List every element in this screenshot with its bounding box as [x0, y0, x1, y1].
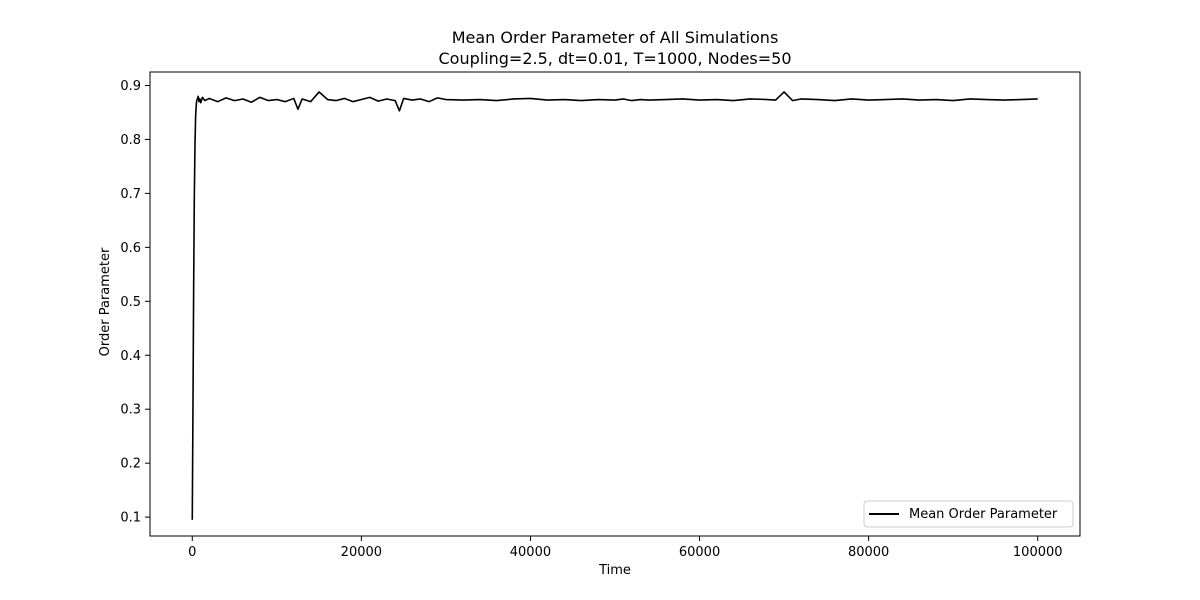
legend: Mean Order Parameter: [863, 500, 1074, 528]
series-line-0: [191, 91, 1038, 520]
chart-title: Mean Order Parameter of All Simulations: [452, 28, 779, 47]
x-axis-label: Time: [598, 563, 631, 578]
x-tick-label-5: 100000: [1013, 545, 1063, 560]
y-tick-label-6: 0.7: [120, 187, 141, 202]
chart-subtitle: Coupling=2.5, dt=0.01, T=1000, Nodes=50: [438, 49, 791, 68]
x-tick-label-4: 80000: [848, 545, 889, 560]
y-tick-label-2: 0.3: [120, 403, 141, 418]
y-tick-label-0: 0.1: [120, 511, 141, 526]
y-axis-label: Order Parameter: [98, 247, 113, 356]
plot-area: 0 20000 40000 60000 80000 100000 0.1 0.2 0.3 0.4 0…: [120, 71, 1081, 560]
axes-frame: [149, 71, 1081, 537]
x-tick-label-3: 60000: [679, 545, 720, 560]
y-tick-label-4: 0.5: [120, 295, 141, 310]
x-tick-label-2: 40000: [510, 545, 551, 560]
y-tick-label-7: 0.8: [120, 133, 141, 148]
y-tick-label-1: 0.2: [120, 457, 141, 472]
x-tick-label-0: 0: [188, 545, 196, 560]
y-tick-label-5: 0.6: [120, 241, 141, 256]
y-tick-label-8: 0.9: [120, 79, 141, 94]
legend-box: [863, 500, 1074, 528]
y-tick-label-3: 0.4: [120, 349, 141, 364]
x-tick-label-1: 20000: [341, 545, 382, 560]
legend-series-label: Mean Order Parameter: [909, 507, 1058, 522]
